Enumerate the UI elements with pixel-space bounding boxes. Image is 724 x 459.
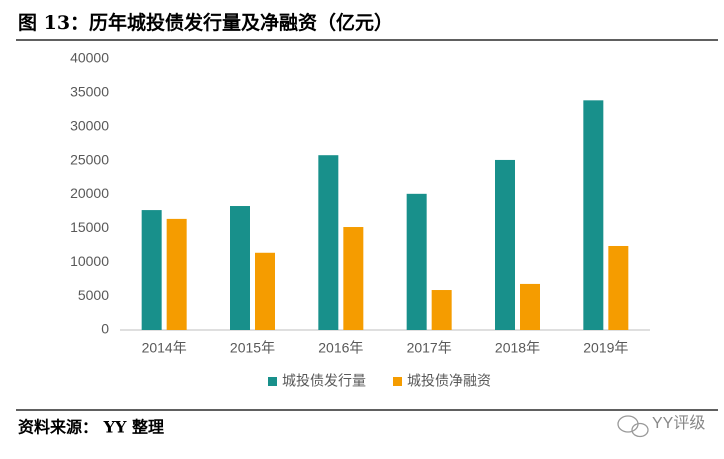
x-tick-label: 2014年 <box>142 340 187 356</box>
y-tick-label: 40000 <box>70 50 109 66</box>
x-tick-label: 2018年 <box>495 340 540 356</box>
y-tick-label: 10000 <box>70 253 109 269</box>
bar <box>495 159 515 330</box>
bar <box>230 206 250 330</box>
y-tick-label: 0 <box>101 321 109 337</box>
x-tick-label: 2019年 <box>583 340 628 356</box>
y-tick-label: 20000 <box>70 185 109 201</box>
y-tick-label: 25000 <box>70 151 109 167</box>
bar <box>608 245 629 330</box>
x-tick-label: 2016年 <box>318 340 363 356</box>
bar <box>520 283 540 330</box>
bar <box>141 210 162 330</box>
y-tick-label: 5000 <box>78 287 109 303</box>
y-tick-label: 15000 <box>70 219 109 235</box>
bar <box>255 252 275 330</box>
legend-swatch <box>393 377 402 386</box>
x-tick-label: 2017年 <box>407 340 452 356</box>
x-tick-label: 2015年 <box>230 340 275 356</box>
watermark-icon <box>617 415 649 438</box>
figure-title: 图 13：历年城投债发行量及净融资（亿元） <box>18 11 393 34</box>
bar <box>583 100 604 330</box>
y-tick-label: 35000 <box>70 84 109 100</box>
bar <box>406 193 427 330</box>
bar <box>318 155 339 330</box>
y-tick-label: 30000 <box>70 117 109 133</box>
chart: 0 5000 10000 15000 20000 25000 30000 35000 40000… <box>70 50 650 389</box>
legend-swatch <box>268 377 277 386</box>
watermark: YY评级 <box>652 414 705 432</box>
bar <box>166 218 187 330</box>
legend-label: 城投债发行量 <box>282 373 366 389</box>
legend-label: 城投债净融资 <box>407 373 491 389</box>
bar <box>343 227 364 330</box>
bar <box>431 290 452 330</box>
source-note: 资料来源： YY 整理 <box>18 418 164 437</box>
